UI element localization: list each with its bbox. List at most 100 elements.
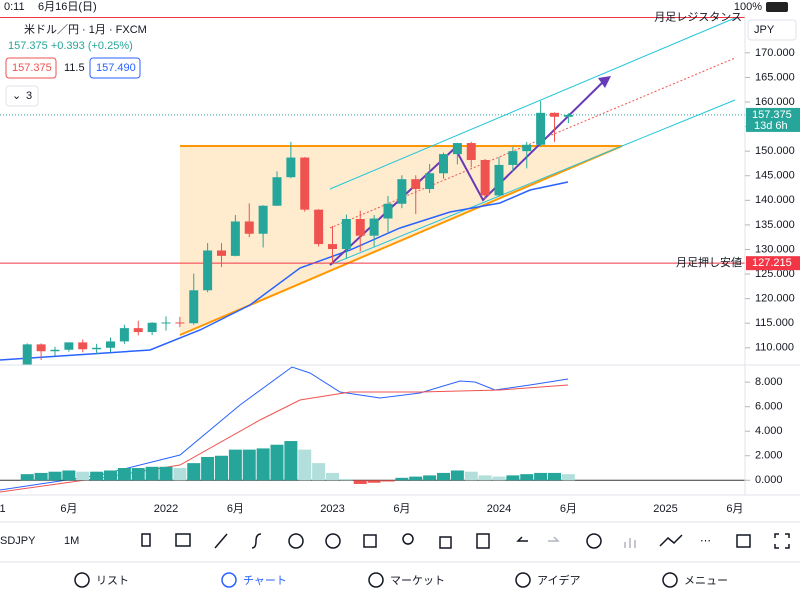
nav-icon[interactable] — [662, 572, 678, 588]
nav-icon[interactable] — [221, 572, 237, 588]
icon-fullscreen[interactable] — [774, 533, 790, 549]
icon-compare[interactable] — [659, 534, 683, 547]
indicator-count[interactable]: 3 — [26, 90, 32, 102]
macd-tick-label: 4.000 — [755, 425, 783, 437]
toolbar-interval[interactable]: 1M — [64, 535, 79, 547]
nav-label[interactable]: マーケット — [390, 574, 445, 587]
macd-bar — [492, 476, 506, 481]
y-tick-label: 140.000 — [755, 194, 795, 206]
icon-share[interactable] — [439, 536, 452, 549]
nav-icon[interactable] — [515, 572, 531, 588]
macd-bar — [159, 466, 173, 481]
macd-bar — [367, 480, 381, 483]
currency[interactable]: JPY — [754, 24, 775, 36]
channel-lower — [329, 99, 736, 266]
macd-tick-label: 2.000 — [755, 450, 783, 462]
macd-bar — [256, 448, 270, 481]
bid-box[interactable] — [5, 57, 57, 79]
macd-pane — [0, 366, 745, 493]
icon-info[interactable] — [586, 533, 602, 549]
candle-body — [480, 160, 490, 196]
icon-alert[interactable] — [325, 533, 341, 549]
candle-body — [230, 221, 240, 256]
icon-undo[interactable] — [516, 536, 528, 542]
x-tick-label: 2023 — [320, 503, 344, 515]
y-tick-label: 135.000 — [755, 219, 795, 231]
icon-idea[interactable] — [402, 533, 414, 545]
macd-bar — [478, 475, 492, 481]
arrow-head — [598, 76, 611, 88]
candle-body — [508, 151, 518, 165]
macd-bar — [534, 472, 548, 481]
candle-body — [244, 221, 254, 234]
y-tick-label: 125.000 — [755, 268, 795, 280]
last-price-label: 157.375 — [752, 109, 792, 121]
bottom-nav: リスト チャート マーケット アイデア メニュー — [74, 572, 728, 588]
x-tick-label: 2025 — [653, 503, 677, 515]
currency-box[interactable] — [747, 19, 797, 41]
macd-bar — [62, 470, 76, 481]
nav-label[interactable]: メニュー — [684, 575, 728, 587]
nav-icon[interactable] — [74, 572, 90, 588]
macd-bar — [464, 471, 478, 481]
macd-bar — [561, 474, 575, 481]
macd-bar — [90, 471, 104, 481]
icon-layout[interactable] — [363, 534, 377, 548]
icon-more[interactable]: ⋯ — [700, 535, 711, 547]
macd-bar — [270, 444, 284, 481]
icon-add[interactable] — [288, 533, 304, 549]
macd-bar — [312, 463, 326, 481]
icon-redo[interactable] — [548, 536, 560, 542]
nav-label[interactable]: リスト — [96, 575, 129, 587]
y-tick-label: 160.000 — [755, 96, 795, 108]
macd-bar — [117, 468, 131, 481]
status-date: 6月16日(日) — [38, 1, 97, 13]
candle-body — [175, 322, 185, 324]
icon-candles[interactable] — [141, 533, 151, 547]
candle-body — [369, 218, 379, 236]
battery-icon — [766, 2, 788, 12]
candle-body — [300, 157, 310, 210]
level-name: 月足レジスタンス — [654, 10, 742, 23]
nav-label[interactable]: アイデア — [537, 573, 580, 587]
x-tick-label: 6月 — [726, 503, 743, 515]
candle-body — [563, 114, 573, 117]
candle-body — [189, 290, 199, 324]
x-tick-label: 21 — [0, 503, 6, 515]
candle-body — [355, 219, 365, 236]
macd-tick-label: 6.000 — [755, 401, 783, 413]
candle-body — [452, 143, 462, 155]
icon-window[interactable] — [736, 534, 751, 548]
price-change: 157.375 +0.393 (+0.25%) — [8, 40, 133, 52]
indicator-toggle[interactable] — [5, 85, 39, 107]
candle-body — [439, 154, 448, 174]
toolbar-icons[interactable] — [141, 533, 790, 549]
icon-draw[interactable] — [214, 533, 228, 549]
candle-body — [286, 157, 296, 178]
macd-bar — [395, 477, 409, 481]
ask-box[interactable] — [89, 57, 141, 79]
candle-body — [272, 177, 282, 206]
y-tick-label: 110.000 — [755, 342, 794, 354]
macd-bar — [215, 455, 228, 481]
icon-calendar[interactable] — [175, 533, 191, 547]
candle-body — [494, 164, 504, 196]
icon-bars[interactable] — [624, 538, 636, 548]
nav-label[interactable]: チャート — [243, 574, 287, 587]
candle-body — [119, 328, 129, 342]
ask-price[interactable]: 157.490 — [96, 62, 136, 74]
nav-icon[interactable] — [368, 572, 384, 588]
icon-cancel[interactable] — [476, 533, 490, 549]
level-tag — [746, 256, 800, 271]
toolbar-symbol[interactable]: SDJPY — [0, 535, 36, 547]
bid-price[interactable]: 157.375 — [12, 62, 52, 74]
macd-bar — [298, 449, 312, 481]
x-tick-label: 6月 — [60, 503, 77, 515]
y-tick-label: 150.000 — [755, 145, 795, 157]
icon-fx[interactable] — [251, 533, 262, 549]
candle-body — [203, 250, 213, 291]
macd-tick-label: 0.000 — [755, 474, 783, 486]
status-time: 0:11 — [4, 1, 25, 13]
y-tick-label: 165.000 — [755, 71, 795, 83]
